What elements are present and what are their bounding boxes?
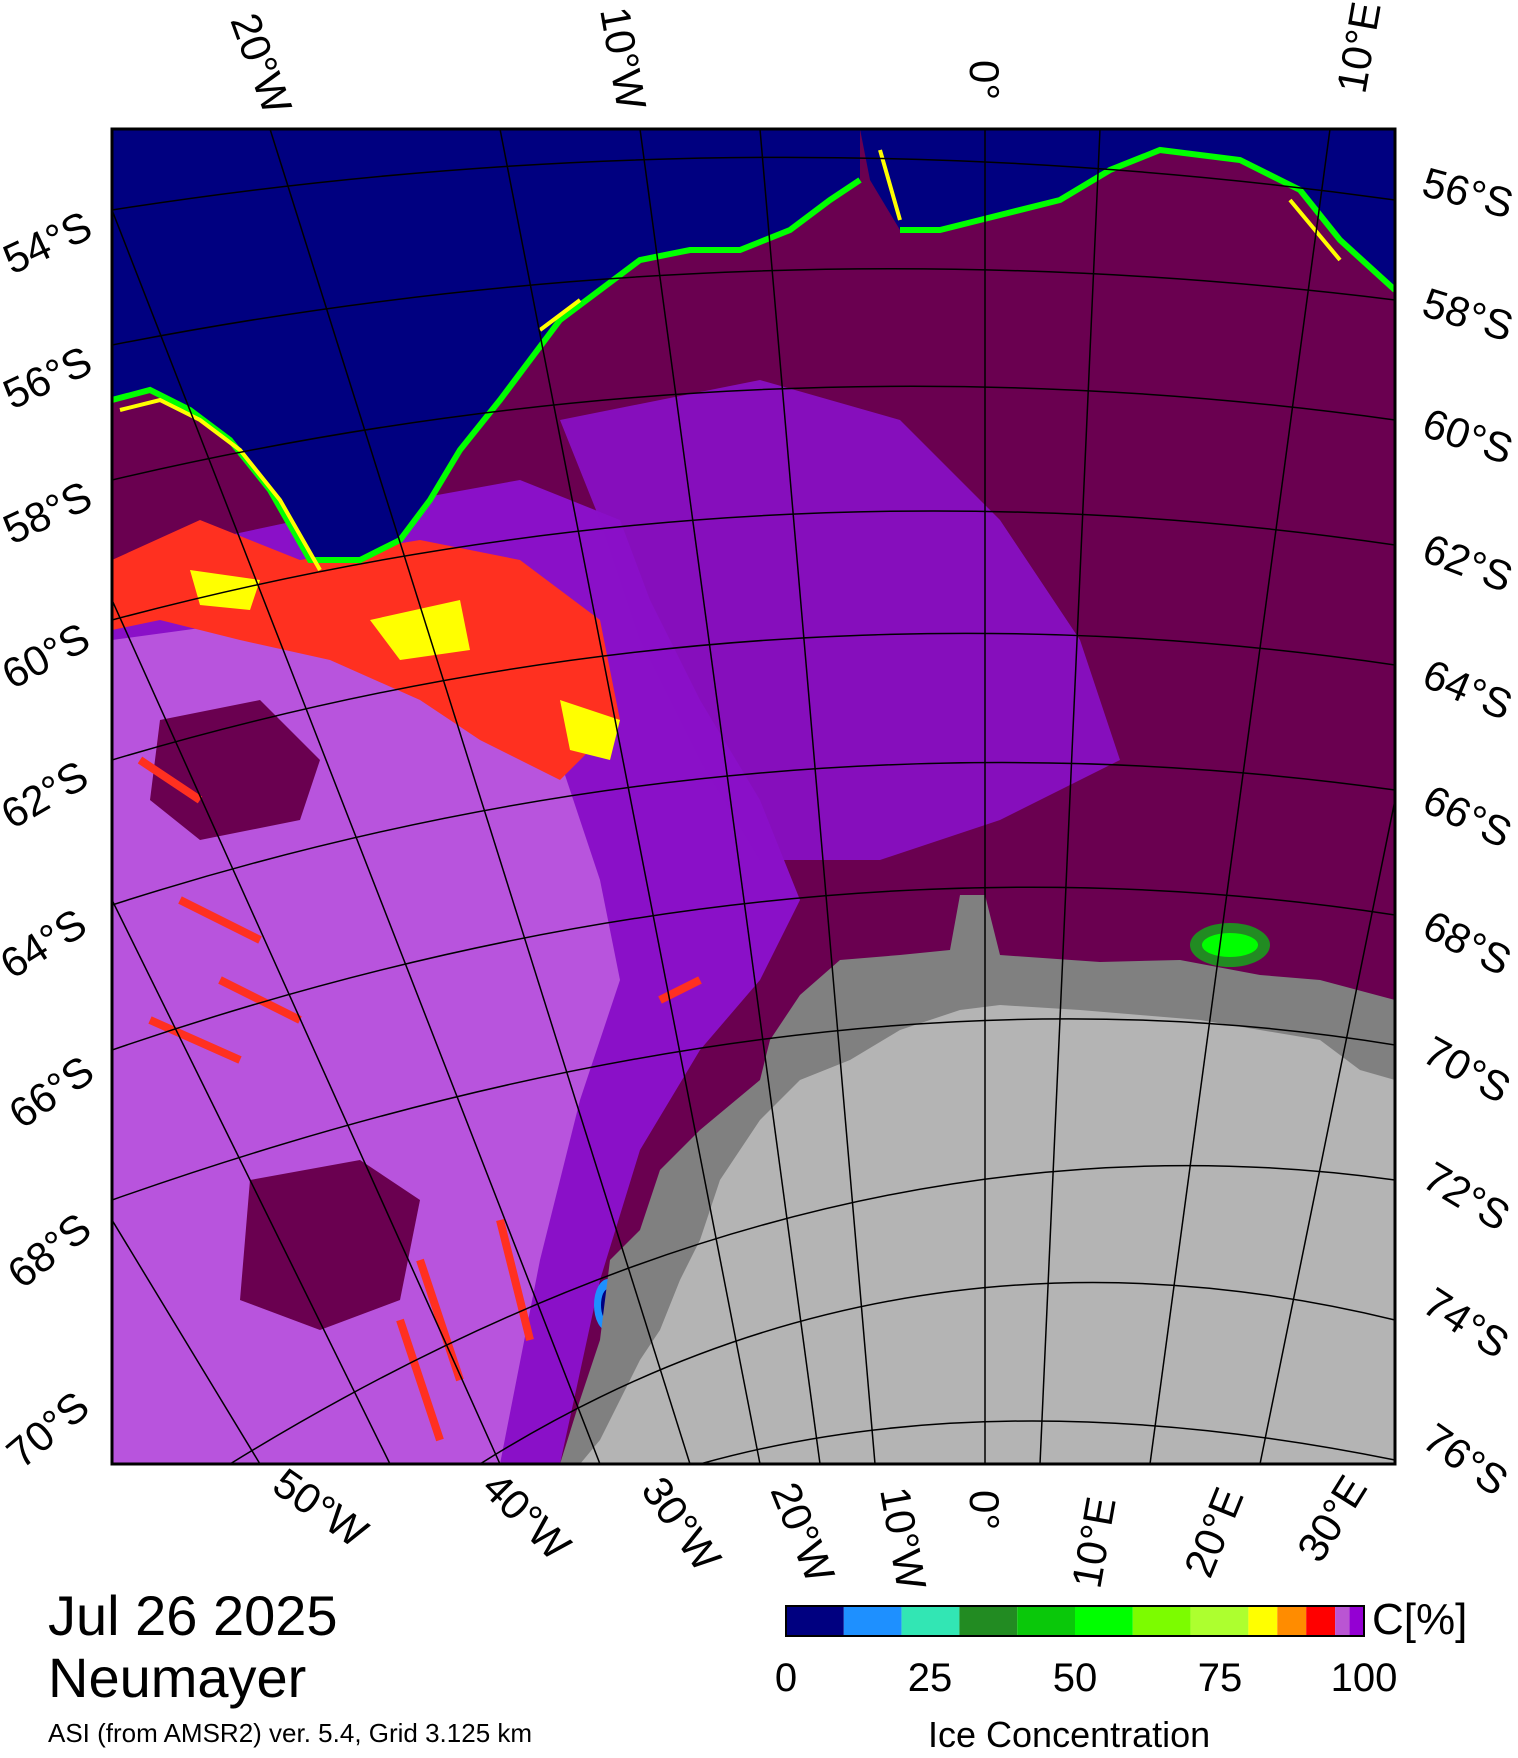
bottom-label-20w: 20°W: [762, 1476, 844, 1590]
colorbar-segment: [901, 1606, 960, 1636]
polynya-bright-green: [1202, 933, 1258, 957]
colorbar-title: Ice Concentration: [928, 1714, 1211, 1755]
top-label-20w: 20°W: [222, 7, 302, 120]
colorbar-segment: [1349, 1606, 1364, 1636]
left-label-68s: 68°S: [0, 1204, 100, 1297]
colorbar-segment: [1277, 1606, 1307, 1636]
colorbar-unit: C[%]: [1372, 1595, 1468, 1644]
bottom-label-50w: 50°W: [265, 1459, 377, 1557]
colorbar-segment: [1248, 1606, 1278, 1636]
map-date: Jul 26 2025: [48, 1584, 338, 1647]
colorbar-tick-0: 0: [774, 1656, 798, 1700]
colorbar-segment: [959, 1606, 1018, 1636]
left-label-62s: 62°S: [0, 751, 96, 837]
colorbar-tick-75: 75: [1197, 1656, 1243, 1700]
top-axis-labels: 20°W 10°W 0° 10°E: [222, 0, 1390, 120]
ice-edge-yellow: [119, 149, 1342, 571]
left-axis-labels: 54°S 56°S 58°S 60°S 62°S 64°S 66°S 68°S …: [0, 202, 102, 1477]
sea-ice-high-east: [560, 380, 1120, 860]
colorbar: [786, 1606, 1364, 1636]
map-border: [110, 127, 1397, 1466]
colorbar-tick-50: 50: [1052, 1656, 1098, 1700]
right-label-72s: 72°S: [1415, 1152, 1518, 1239]
right-label-76s: 76°S: [1415, 1414, 1517, 1505]
graticule: [112, 129, 1395, 1464]
right-label-70s: 70°S: [1416, 1027, 1518, 1112]
bottom-label-30e: 30°E: [1288, 1467, 1376, 1570]
sea-ice-dark-patch: [240, 1160, 420, 1330]
open-water-area: [112, 129, 1395, 560]
right-label-56s: 56°S: [1418, 158, 1518, 227]
sea-ice-yellow-patch: [190, 570, 620, 760]
left-label-64s: 64°S: [0, 899, 94, 987]
bottom-axis-labels: 50°W 40°W 30°W 20°W 10°W 0° 10°E 20°E 30…: [265, 1459, 1376, 1594]
left-label-70s: 70°S: [0, 1382, 98, 1477]
sea-ice-dark-patch-2: [150, 700, 320, 840]
colorbar-segment: [843, 1606, 902, 1636]
colorbar-segment: [786, 1606, 844, 1636]
colorbar-segment: [1132, 1606, 1191, 1636]
left-label-56s: 56°S: [0, 337, 99, 418]
left-label-58s: 58°S: [0, 472, 99, 553]
colorbar-segment: [1190, 1606, 1249, 1636]
colorbar-tick-100: 100: [1330, 1656, 1398, 1700]
bottom-label-40w: 40°W: [474, 1463, 580, 1569]
colorbar-segment: [1017, 1606, 1075, 1636]
right-axis-labels: 56°S 58°S 60°S 62°S 64°S 66°S 68°S 70°S …: [1415, 158, 1518, 1505]
colorbar-segment: [1335, 1606, 1350, 1636]
right-label-62s: 62°S: [1417, 525, 1518, 602]
right-label-58s: 58°S: [1417, 279, 1518, 351]
bottom-label-20e: 20°E: [1175, 1481, 1253, 1583]
left-label-54s: 54°S: [0, 202, 99, 283]
map-frame-content: [112, 129, 1395, 1464]
colorbar-tick-25: 25: [907, 1656, 953, 1700]
bottom-label-10e: 10°E: [1063, 1493, 1125, 1591]
bottom-label-30w: 30°W: [633, 1468, 731, 1580]
top-label-10w: 10°W: [591, 3, 655, 113]
bottom-label-0: 0°: [961, 1490, 1008, 1530]
right-label-64s: 64°S: [1416, 650, 1518, 729]
map-subtitle: ASI (from AMSR2) ver. 5.4, Grid 3.125 km: [48, 1718, 533, 1748]
sea-ice-red-streaks: [137, 756, 702, 1442]
left-label-60s: 60°S: [0, 613, 97, 697]
colorbar-border: [785, 1605, 1365, 1637]
top-label-0: 0°: [961, 60, 1008, 100]
left-label-66s: 66°S: [0, 1046, 102, 1137]
right-label-68s: 68°S: [1416, 901, 1518, 984]
colorbar-segment: [1306, 1606, 1336, 1636]
bottom-label-10w: 10°W: [871, 1483, 935, 1593]
right-label-74s: 74°S: [1415, 1278, 1517, 1367]
right-label-66s: 66°S: [1416, 776, 1518, 857]
right-label-60s: 60°S: [1417, 399, 1518, 473]
colorbar-segment: [1075, 1606, 1133, 1636]
top-label-10e: 10°E: [1328, 0, 1390, 97]
land-area: [580, 1005, 1395, 1464]
map-station: Neumayer: [48, 1646, 307, 1709]
